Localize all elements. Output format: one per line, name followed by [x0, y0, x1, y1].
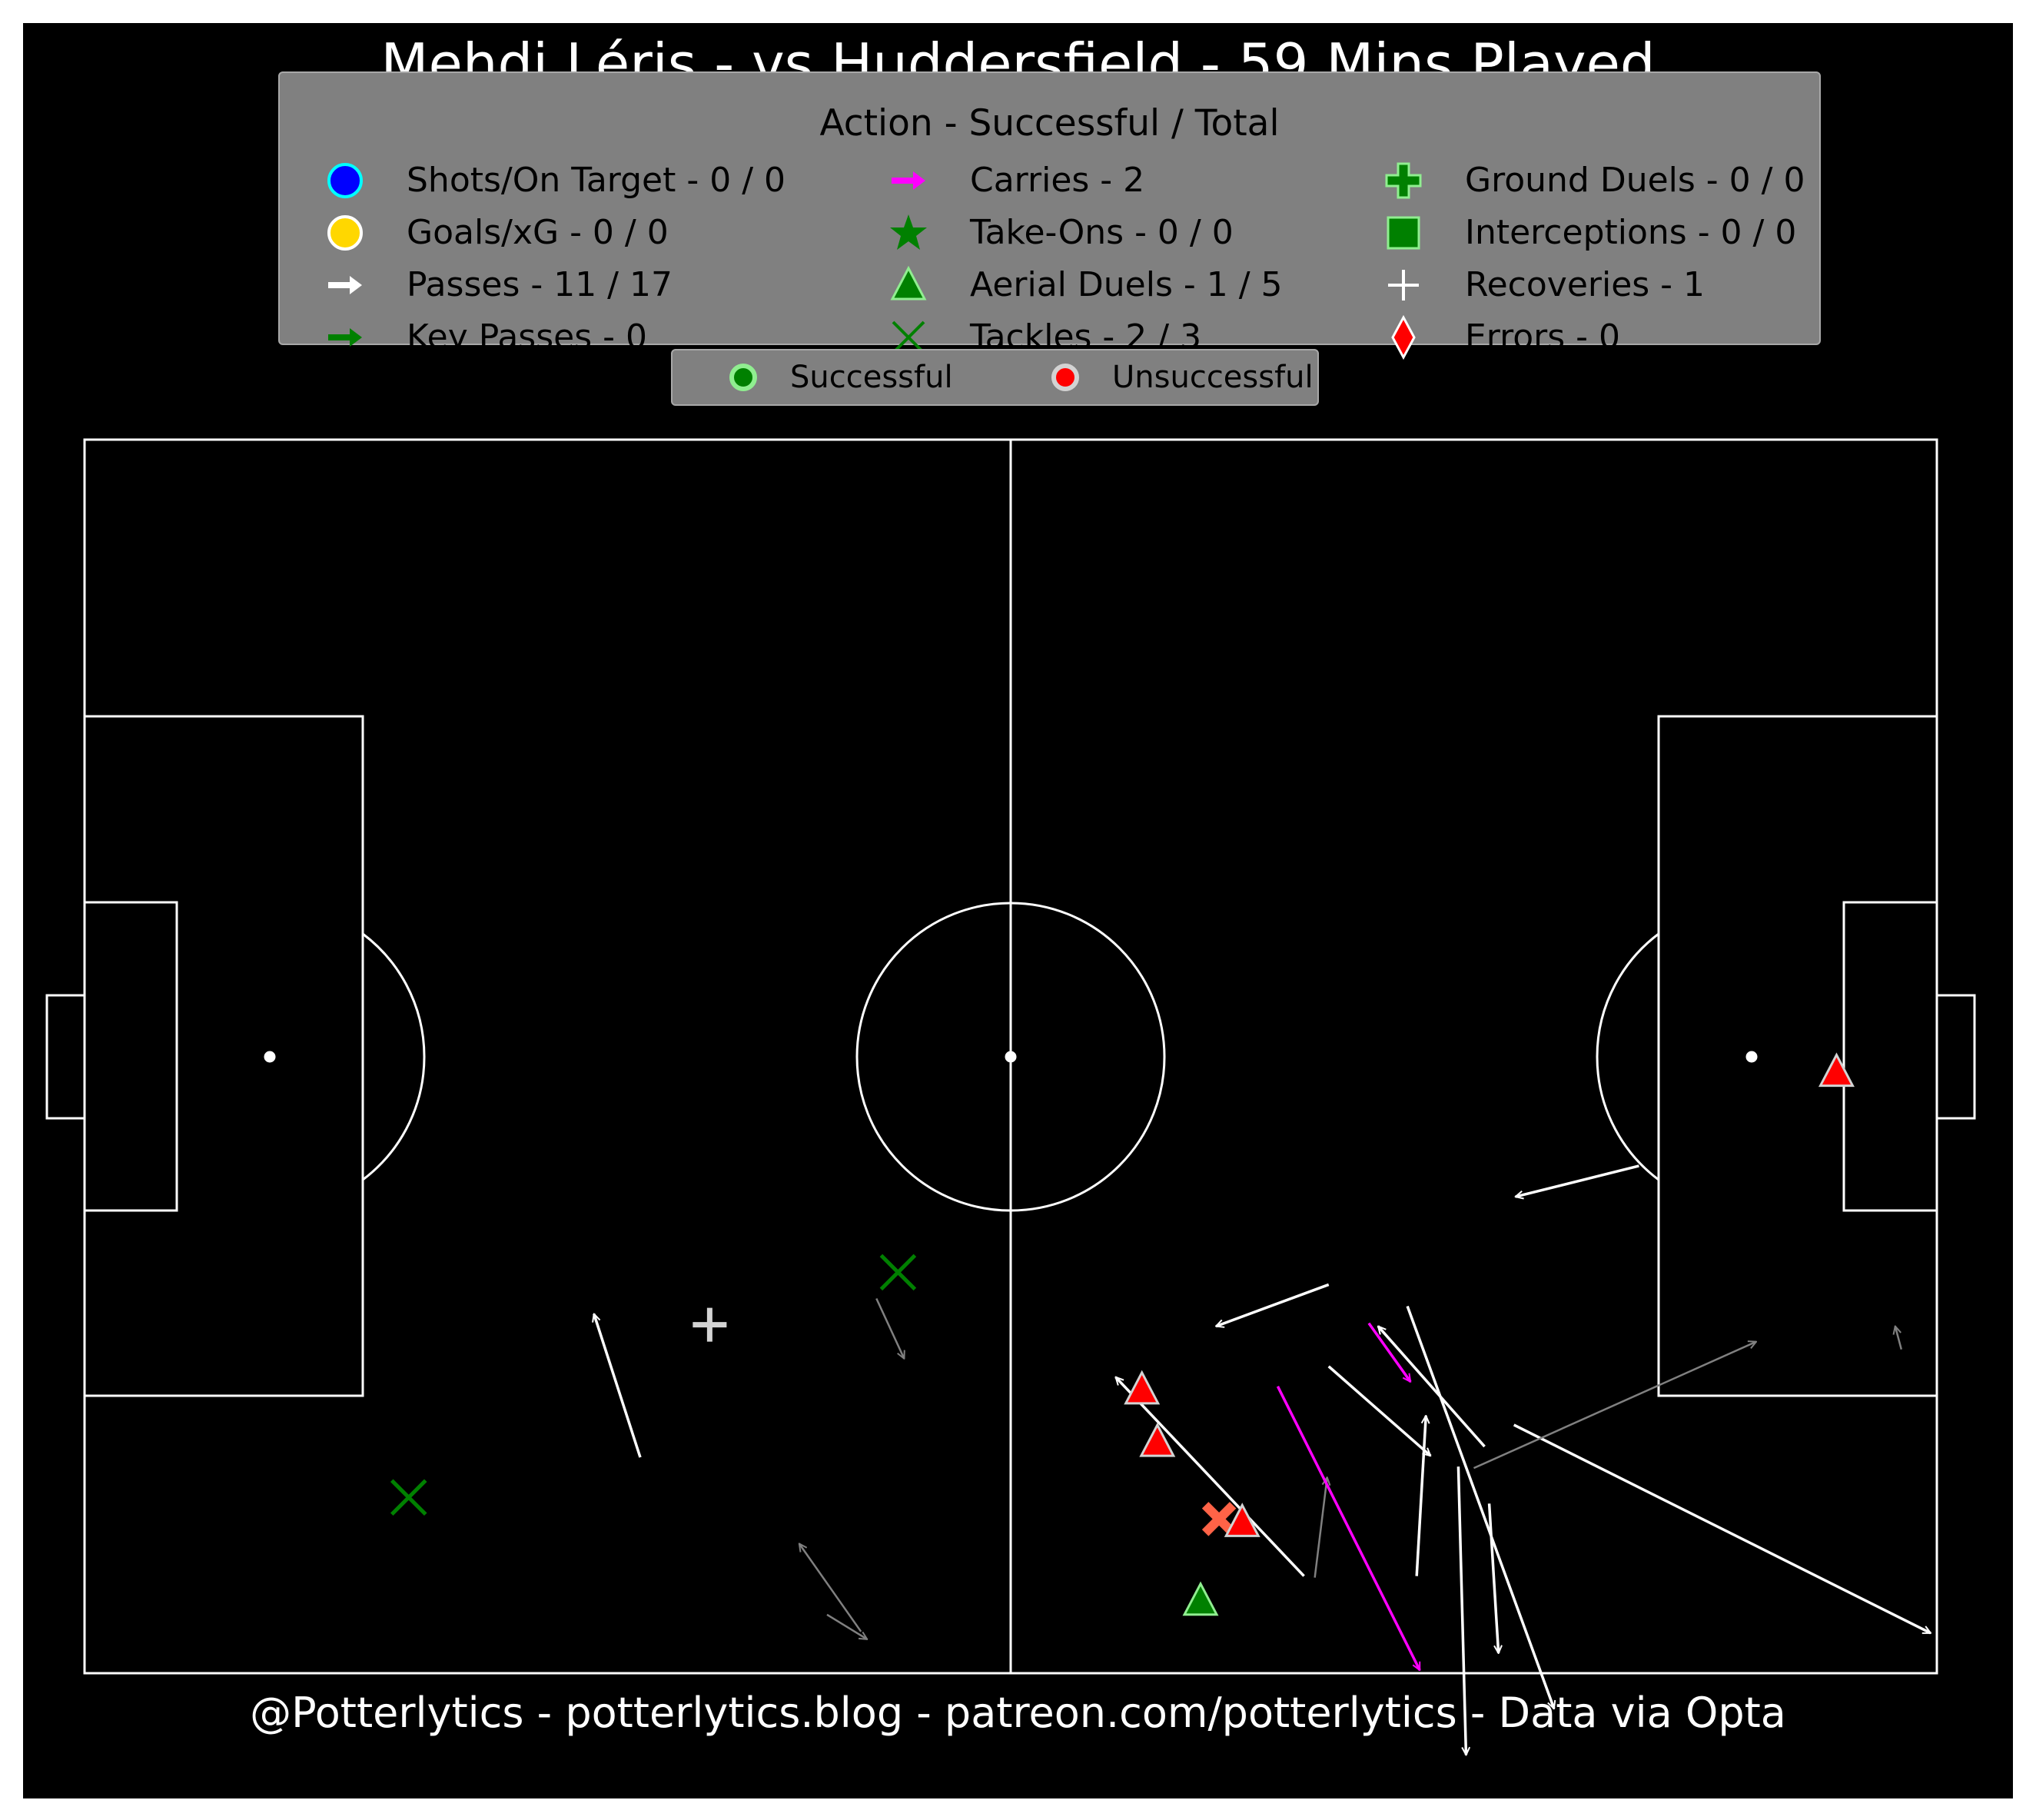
plus-icon: [1385, 162, 1422, 199]
pass-arrow: [594, 1314, 642, 1458]
left-goal: [45, 994, 86, 1120]
failed-pass-arrow: [875, 1297, 904, 1358]
arrow-icon: [892, 171, 925, 190]
tackle-marker: [390, 1479, 427, 1516]
outcome-legend-label: Successful: [790, 360, 953, 395]
legend-item-interceptions: Interceptions - 0 / 0: [1380, 210, 1857, 256]
aerial-duel-lost-marker: [1224, 1503, 1260, 1537]
pass-arrow: [1406, 1305, 1554, 1709]
legend: Action - Successful / Total Shots/On Tar…: [278, 71, 1821, 360]
legend-item-key-passes: Key Passes - 0: [322, 314, 799, 360]
aerial-duel-lost-marker: [1818, 1052, 1855, 1088]
carry-arrow: [1367, 1322, 1412, 1382]
legend-label: Errors - 0: [1465, 317, 1621, 357]
pass-arrow: [1487, 1503, 1499, 1653]
pass-arrow: [1327, 1365, 1431, 1456]
legend-label: Aerial Duels - 1 / 5: [970, 265, 1283, 304]
left-penalty-area: [83, 715, 364, 1397]
arrow-icon: [328, 276, 362, 294]
legend-item-ground-duels: Ground Duels - 0 / 0: [1380, 158, 1857, 204]
legend-label: Take-Ons - 0 / 0: [970, 213, 1234, 252]
pass-arrow: [1516, 1164, 1639, 1197]
aerial-duel-won-marker: [1182, 1581, 1219, 1616]
right-penalty-spot: [1745, 1051, 1758, 1063]
left-penalty-spot: [264, 1051, 276, 1063]
centre-circle: [855, 902, 1166, 1212]
legend-title: Action - Successful / Total: [819, 102, 1280, 144]
cross-icon: [1388, 270, 1419, 301]
right-penalty-arc: [1596, 932, 1659, 1181]
outcome-legend: Successful Unsuccessful: [671, 349, 1319, 406]
carry-arrow: [1276, 1386, 1421, 1670]
circle-icon: [327, 215, 363, 251]
legend-label: Passes - 11 / 17: [407, 265, 673, 304]
legend-item-take-ons: Take-Ons - 0 / 0: [885, 210, 1362, 256]
legend-label: Goals/xG - 0 / 0: [407, 213, 669, 252]
diamond-icon: [1391, 314, 1416, 360]
failed-pass-arrow: [1314, 1477, 1327, 1578]
legend-item-aerial-duels: Aerial Duels - 1 / 5: [885, 262, 1362, 308]
legend-item-shots: Shots/On Target - 0 / 0: [322, 158, 799, 204]
legend-label: Carries - 2: [970, 161, 1145, 200]
legend-item-recoveries: Recoveries - 1: [1380, 262, 1857, 308]
legend-label: Shots/On Target - 0 / 0: [407, 161, 786, 200]
pass-arrow: [1513, 1423, 1931, 1635]
square-icon: [1387, 216, 1420, 250]
circle-icon: [1051, 364, 1079, 391]
pass-arrow: [1415, 1416, 1426, 1576]
right-six-yard-box: [1842, 901, 1938, 1212]
legend-item-carries: Carries - 2: [885, 158, 1362, 204]
recovery-marker: [693, 1307, 727, 1342]
legend-label: Recoveries - 1: [1465, 265, 1706, 304]
left-penalty-arc: [362, 932, 426, 1181]
triangle-icon: [890, 265, 927, 301]
right-penalty-area: [1657, 715, 1938, 1397]
pass-arrow: [1456, 1466, 1466, 1755]
legend-item-goals: Goals/xG - 0 / 0: [322, 210, 799, 256]
arrow-icon: [328, 328, 362, 347]
pass-arrow: [1116, 1377, 1305, 1577]
circle-icon: [729, 364, 757, 391]
legend-label: Interceptions - 0 / 0: [1465, 213, 1797, 252]
legend-label: Ground Duels - 0 / 0: [1465, 161, 1805, 200]
aerial-duel-lost-marker: [1139, 1422, 1176, 1457]
failed-pass-arrow: [1473, 1342, 1757, 1470]
failed-tackle-marker: [1201, 1502, 1237, 1536]
outcome-legend-label: Unsuccessful: [1112, 360, 1314, 395]
failed-pass-arrow: [1895, 1327, 1903, 1350]
star-icon: [890, 214, 927, 250]
tackle-marker: [879, 1254, 917, 1291]
right-goal: [1935, 994, 1976, 1120]
pass-arrow: [1216, 1283, 1330, 1326]
failed-pass-arrow: [799, 1543, 862, 1632]
legend-item-passes: Passes - 11 / 17: [322, 262, 799, 308]
legend-item-errors: Errors - 0: [1380, 314, 1857, 360]
circle-icon: [327, 163, 363, 198]
events-layer: [390, 1052, 1931, 1755]
pass-arrow: [1378, 1327, 1486, 1448]
left-six-yard-box: [83, 901, 178, 1212]
x-icon: [892, 320, 925, 354]
aerial-duel-lost-marker: [1124, 1370, 1161, 1405]
legend-label: Key Passes - 0: [407, 317, 647, 357]
centre-spot: [1005, 1051, 1017, 1063]
failed-pass-arrow: [826, 1613, 867, 1639]
pitch-lines: [45, 438, 1976, 1675]
footer-credits: @Potterlytics - potterlytics.blog - patr…: [250, 1689, 1786, 1737]
